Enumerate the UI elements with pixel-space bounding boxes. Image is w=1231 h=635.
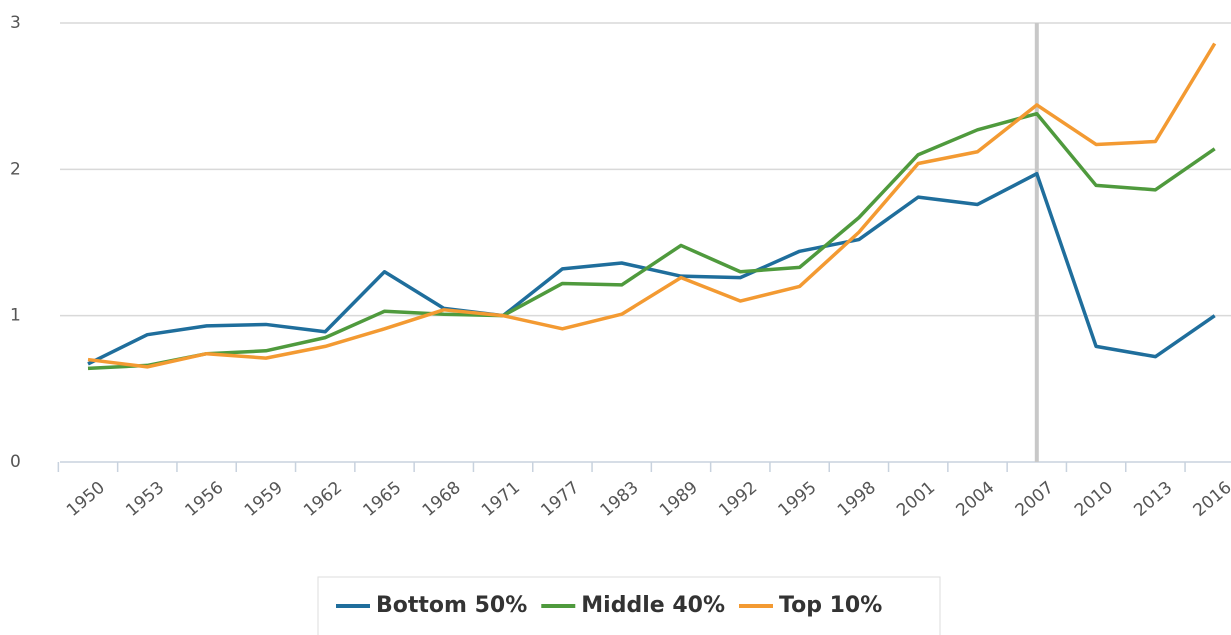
y-tick-label: 0 (10, 452, 21, 472)
line (87, 171, 1216, 366)
line (87, 42, 1217, 369)
x-tick-label: 1968 (419, 478, 465, 521)
x-tick-label: 2004 (952, 478, 998, 521)
x-tick-label: 1989 (656, 478, 702, 521)
x-tick-label: 1983 (597, 478, 643, 521)
x-tick-label: 1998 (834, 478, 880, 521)
x-tick-label: 1971 (478, 478, 524, 521)
y-tick-label: 3 (10, 13, 21, 33)
line (87, 111, 1216, 371)
x-tick-label: 2016 (1190, 478, 1231, 521)
x-tick-label: 1992 (715, 478, 761, 521)
x-tick-label: 1950 (63, 478, 109, 521)
x-tick-label: 1956 (182, 478, 228, 521)
x-tick-label: 1959 (241, 478, 287, 521)
x-tick-label: 1962 (300, 478, 346, 521)
legend-box (317, 576, 941, 635)
x-tick-label: 1965 (359, 478, 405, 521)
legend-label: Top 10% (779, 593, 882, 618)
x-tick-label: 2010 (1071, 478, 1117, 521)
x-tick-label: 2013 (1130, 478, 1176, 521)
y-tick-label: 1 (10, 306, 21, 326)
x-tick-label: 2007 (1012, 478, 1058, 521)
x-tick-label: 2001 (893, 478, 939, 521)
legend: Bottom 50% Middle 40% Top 10% (336, 593, 882, 618)
x-tick-label: 1995 (775, 478, 821, 521)
x-tick-label: 1953 (122, 478, 168, 521)
y-tick-label: 2 (10, 159, 21, 179)
x-tick-label: 1977 (537, 478, 583, 521)
legend-label: Middle 40% (581, 593, 725, 618)
legend-label: Bottom 50% (376, 593, 527, 618)
